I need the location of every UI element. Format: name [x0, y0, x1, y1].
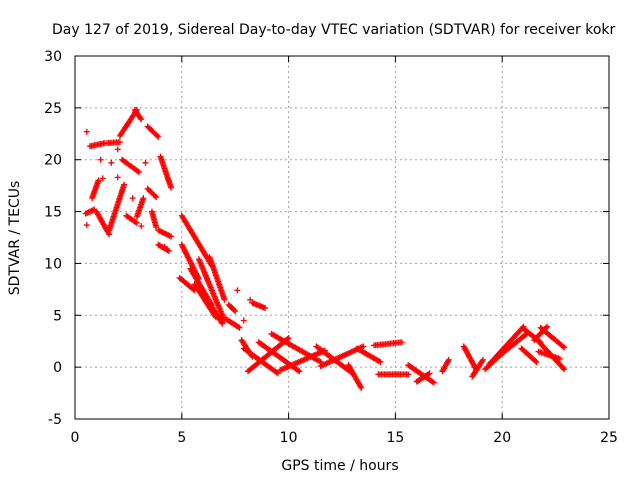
data-point	[140, 195, 147, 202]
data-point	[425, 371, 432, 378]
y-tick-label: 0	[53, 360, 62, 376]
data-point	[121, 181, 128, 188]
grid-lines	[75, 56, 609, 419]
data-point	[218, 319, 225, 326]
data-point	[274, 370, 281, 377]
data-point	[212, 314, 219, 321]
data-point	[164, 247, 171, 254]
data-point	[137, 114, 144, 121]
data-point	[398, 339, 405, 346]
data-point	[234, 287, 241, 294]
x-tick-label: 25	[600, 430, 618, 446]
data-point	[116, 139, 123, 146]
data-point	[161, 243, 168, 250]
data-point	[426, 370, 433, 377]
data-point	[83, 222, 90, 229]
data-point	[556, 355, 563, 362]
y-tick-label: 5	[53, 308, 62, 324]
data-point	[142, 159, 149, 166]
data-point	[134, 168, 141, 175]
data-point	[532, 357, 539, 364]
y-tick-label: 20	[44, 153, 62, 169]
data-point	[83, 128, 90, 135]
data-point	[95, 177, 102, 184]
y-tick-label: 10	[44, 256, 62, 272]
y-axis-label: SDTVAR / TECUs	[7, 181, 23, 296]
data-point	[153, 224, 160, 231]
y-tick-label: -5	[48, 412, 62, 428]
data-point	[236, 324, 243, 331]
y-tick-label: 15	[44, 205, 62, 221]
data-point	[138, 116, 145, 123]
data-point	[99, 175, 106, 182]
x-tick-label: 0	[71, 430, 80, 446]
data-point	[358, 384, 365, 391]
y-tick-label: 30	[44, 49, 62, 65]
x-axis-label: GPS time / hours	[281, 458, 398, 474]
data-point	[294, 367, 301, 374]
data-point	[561, 366, 568, 373]
data-point	[136, 169, 143, 176]
data-point	[114, 146, 121, 153]
data-point	[273, 369, 280, 376]
data-point	[405, 371, 412, 378]
plot-frame	[74, 55, 610, 420]
data-point	[129, 195, 136, 202]
data-point	[219, 320, 226, 327]
data-point	[247, 296, 254, 303]
data-point	[232, 308, 239, 315]
x-tick-label: 10	[280, 430, 298, 446]
data-point	[221, 296, 228, 303]
data-point	[235, 323, 242, 330]
data-point	[138, 223, 145, 230]
data-point	[153, 194, 160, 201]
data-point	[155, 133, 162, 140]
data-point	[132, 219, 139, 226]
data-point	[360, 343, 367, 350]
x-tick-label: 5	[177, 430, 186, 446]
data-point	[561, 344, 568, 351]
y-tick-label: 25	[44, 101, 62, 117]
axis-ticks: 0 5 10 15 20 25 -5 0 5 10 15 20 25 30	[44, 49, 618, 446]
data-point	[559, 343, 566, 350]
data-markers	[82, 106, 568, 391]
data-point	[168, 184, 175, 191]
data-point	[212, 313, 219, 320]
data-point	[240, 317, 247, 324]
data-point	[168, 233, 175, 240]
data-point	[97, 156, 104, 163]
data-point	[533, 358, 540, 365]
data-point	[154, 132, 161, 139]
data-point	[165, 247, 172, 254]
data-point	[114, 174, 121, 181]
data-point	[133, 219, 140, 226]
data-point	[262, 305, 269, 312]
data-point	[430, 379, 437, 386]
data-point	[479, 356, 486, 363]
x-tick-label: 20	[493, 430, 511, 446]
data-point	[560, 365, 567, 372]
data-point	[445, 356, 452, 363]
data-point	[544, 323, 551, 330]
data-point	[429, 378, 436, 385]
x-tick-label: 15	[386, 430, 404, 446]
data-point	[151, 192, 158, 199]
data-point	[231, 307, 238, 314]
data-point	[377, 358, 384, 365]
data-point	[285, 335, 292, 342]
data-point	[296, 368, 303, 375]
chart-title: Day 127 of 2019, Sidereal Day-to-day VTE…	[52, 22, 615, 38]
data-point	[108, 159, 115, 166]
